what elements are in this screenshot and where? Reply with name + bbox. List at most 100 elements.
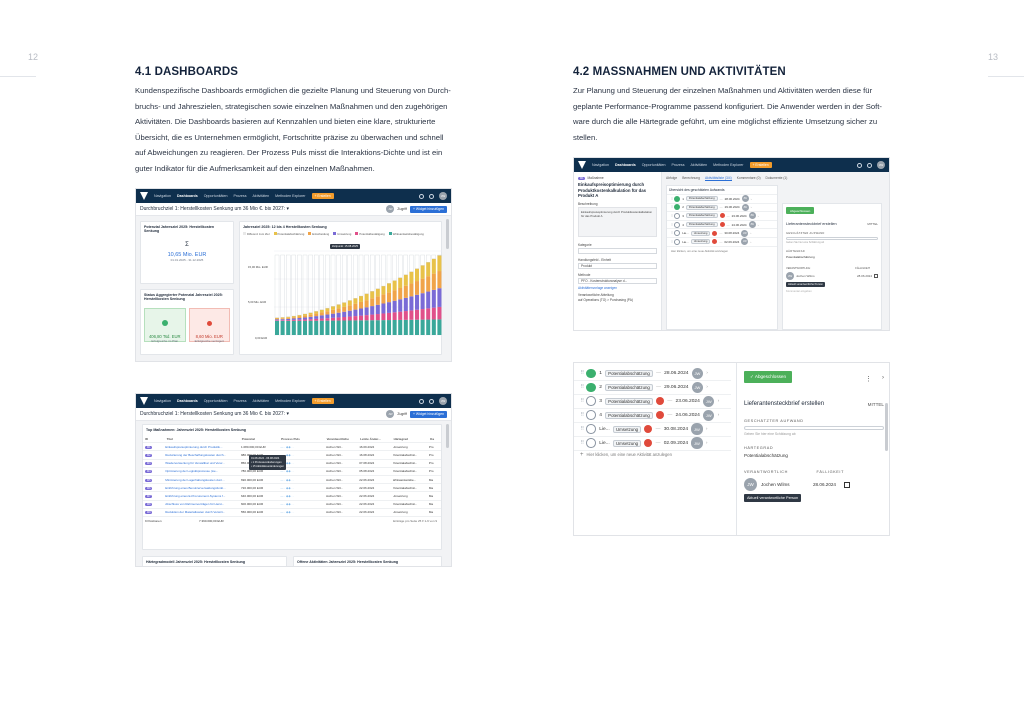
check-done-icon[interactable] <box>674 204 681 211</box>
drag-handle-icon[interactable]: ⠿ <box>671 239 673 244</box>
drag-handle-icon[interactable]: ⠿ <box>671 213 673 218</box>
check-open-icon[interactable] <box>586 396 596 407</box>
nav-item[interactable]: Prozess <box>233 194 247 198</box>
chevron-right-icon[interactable]: › <box>717 398 720 404</box>
due-date[interactable]: 28.06.2024 <box>813 482 836 487</box>
search-icon[interactable] <box>419 398 424 404</box>
title-cell[interactable]: Reduktion der Materialkosten durch Verwi… <box>165 510 226 515</box>
nav-item[interactable]: Dashboards <box>176 399 198 403</box>
dashboard-title[interactable]: Durchbruchziel 1: Herstellkosten Senkung… <box>140 206 289 212</box>
check-done-icon[interactable] <box>586 368 596 379</box>
activity-row[interactable]: ⠿ 1 Potentialabschätzung —28.06.2024 JW › <box>667 195 777 204</box>
template-link[interactable]: Aktivitätenvorlage anzeigen <box>578 285 617 290</box>
title-cell[interactable]: Minimierung der Lagerhaltungskosten durc… <box>165 477 225 482</box>
chevron-right-icon[interactable]: › <box>757 222 759 227</box>
drag-handle-icon[interactable]: ⠿ <box>671 205 673 210</box>
tab[interactable]: Abfolge <box>666 176 678 180</box>
tab[interactable]: Berechnung <box>682 176 700 180</box>
activity-row[interactable]: ⠿ 4 Potentialabschätzung —24.06.2024 JW › <box>667 221 777 230</box>
resp-name[interactable]: Jochen Wilms <box>761 482 790 487</box>
done-button[interactable]: Abgeschlossen <box>786 207 815 214</box>
search-icon[interactable] <box>857 162 862 168</box>
create-button[interactable]: + Erstellen <box>311 398 334 404</box>
nav-item[interactable]: Prozess <box>671 163 685 167</box>
activity-row[interactable]: ⠿ Lie... Umsetzung —30.08.2024 JW › <box>574 423 731 437</box>
column-header[interactable]: Letzte Änder... <box>360 436 381 441</box>
effort-bar[interactable] <box>744 426 884 430</box>
check-open-icon[interactable] <box>586 410 596 421</box>
chevron-right-icon[interactable]: › <box>717 412 720 418</box>
activity-row[interactable]: ⠿ 3 Potentialabschätzung —23.06.2024 JW › <box>667 212 777 221</box>
avatar[interactable]: JW <box>877 161 885 169</box>
calendar-icon[interactable] <box>874 274 878 278</box>
check-done-icon[interactable] <box>674 195 681 202</box>
desc-box[interactable]: Einkaufspreisoptimierung durch Produktko… <box>578 206 657 237</box>
table-row[interactable]: M4 Optimierung der Logistikprozesse (Lie.… <box>143 468 441 476</box>
nav-item[interactable]: Dashboards <box>176 194 198 198</box>
column-header[interactable]: Verantwortliche <box>326 436 349 441</box>
scrollbar[interactable] <box>446 219 449 249</box>
calendar-icon[interactable] <box>844 481 850 488</box>
scrollbar[interactable] <box>446 424 449 448</box>
category-select[interactable] <box>578 247 657 254</box>
drag-handle-icon[interactable]: ⠿ <box>580 385 584 391</box>
nav-item[interactable]: Prozess <box>233 399 247 403</box>
app-logo[interactable] <box>140 192 148 200</box>
search-icon[interactable] <box>419 193 424 199</box>
table-row[interactable]: M9 Reduktion der Materialkosten durch Ver… <box>143 509 441 517</box>
add-widget-button[interactable]: + Widget hinzufügen <box>409 410 447 418</box>
help-icon[interactable] <box>429 398 434 404</box>
grade-select[interactable]: Potentialabschätzung <box>786 255 815 259</box>
nav-item[interactable]: Navigation <box>592 163 609 167</box>
title-cell[interactable]: Wiederverwertung für Verwaltbar und Verw… <box>165 461 225 466</box>
table-row[interactable]: M1 Einkaufspreisoptimierung durch Produkt… <box>143 443 441 452</box>
nav-item[interactable]: Opportunitäten <box>641 163 666 167</box>
column-header[interactable]: Potenzial <box>241 436 255 441</box>
due-date[interactable]: 28.06.2024 <box>856 274 872 278</box>
table-row[interactable]: M6 Einführung eines Benutzerverwaltungsfu… <box>143 484 441 493</box>
nav-item[interactable]: Aktivitäten <box>690 163 708 167</box>
drag-handle-icon[interactable]: ⠿ <box>671 231 673 236</box>
help-icon[interactable] <box>867 162 872 168</box>
chevron-right-icon[interactable]: › <box>706 370 708 376</box>
nav-item[interactable]: Methoden Explorer <box>275 399 306 403</box>
field-select[interactable]: Produkt <box>578 262 657 269</box>
activity-row[interactable]: ⠿ Lie... Umsetzung —02.09.2024 JW › <box>667 238 777 247</box>
activity-row[interactable]: ⠿ 2 Potentialabschätzung —29.06.2024 JW › <box>667 203 777 213</box>
activity-title[interactable]: Lieferantensteckbrief erstellen <box>786 222 837 226</box>
department-value[interactable]: auf Operations (TO) > Purchasing (PA) <box>578 297 633 302</box>
app-logo[interactable] <box>140 397 148 405</box>
chevron-right-icon[interactable]: › <box>705 440 708 446</box>
method-select[interactable]: PFO - Kostenstrukturanalyse d... <box>578 277 657 284</box>
app-logo[interactable] <box>578 161 586 169</box>
nav-item[interactable]: Opportunitäten <box>203 399 228 403</box>
drag-handle-icon[interactable]: ⠿ <box>580 371 584 377</box>
drag-handle-icon[interactable]: ⠿ <box>580 399 584 405</box>
check-done-icon[interactable] <box>586 382 596 393</box>
check-open-icon[interactable] <box>674 230 681 237</box>
activity-row[interactable]: ⠿ 4 Potentialabschätzung —24.06.2024 JW › <box>574 409 731 423</box>
nav-item[interactable]: Aktivitäten <box>252 399 270 403</box>
nav-item[interactable]: Methoden Explorer <box>713 163 744 167</box>
table-row[interactable]: M2 Reduzierung der Beschaffungskosten dur… <box>143 451 441 460</box>
avatar[interactable]: JW <box>439 192 447 200</box>
priority-select[interactable]: MITTEL <box>867 222 878 226</box>
chevron-right-icon[interactable]: › <box>705 426 708 432</box>
activity-row[interactable]: ⠿ 1 Potentialabschätzung —28.06.2024 JW › <box>574 367 731 381</box>
check-open-icon[interactable] <box>674 221 681 228</box>
nav-item[interactable]: Navigation <box>154 399 171 403</box>
create-button[interactable]: + Erstellen <box>749 162 772 168</box>
table-row[interactable]: M5 Minimierung der Lagerhaltungskosten du… <box>143 476 441 485</box>
chevron-right-icon[interactable]: › <box>750 205 752 210</box>
activity-row[interactable]: ⠿ Lie... Umsetzung —30.08.2024 JW › <box>667 229 777 238</box>
title-cell[interactable]: Einführung eines E-Procurement-Systems f… <box>165 493 226 498</box>
chevron-right-icon[interactable]: › <box>757 213 759 218</box>
priority-select[interactable]: MITTEL <box>867 401 884 407</box>
nav-item[interactable]: Navigation <box>154 194 171 198</box>
tab[interactable]: Aktivitätsliste (3/4) <box>704 176 732 181</box>
nav-item[interactable]: Dashboards <box>614 163 636 167</box>
access-button[interactable]: Zugriff <box>397 207 407 211</box>
column-header[interactable]: Härtegrad <box>393 436 408 441</box>
comment-input[interactable]: Kommentar eingeben <box>786 290 812 293</box>
chevron-right-icon[interactable]: › <box>750 196 752 201</box>
